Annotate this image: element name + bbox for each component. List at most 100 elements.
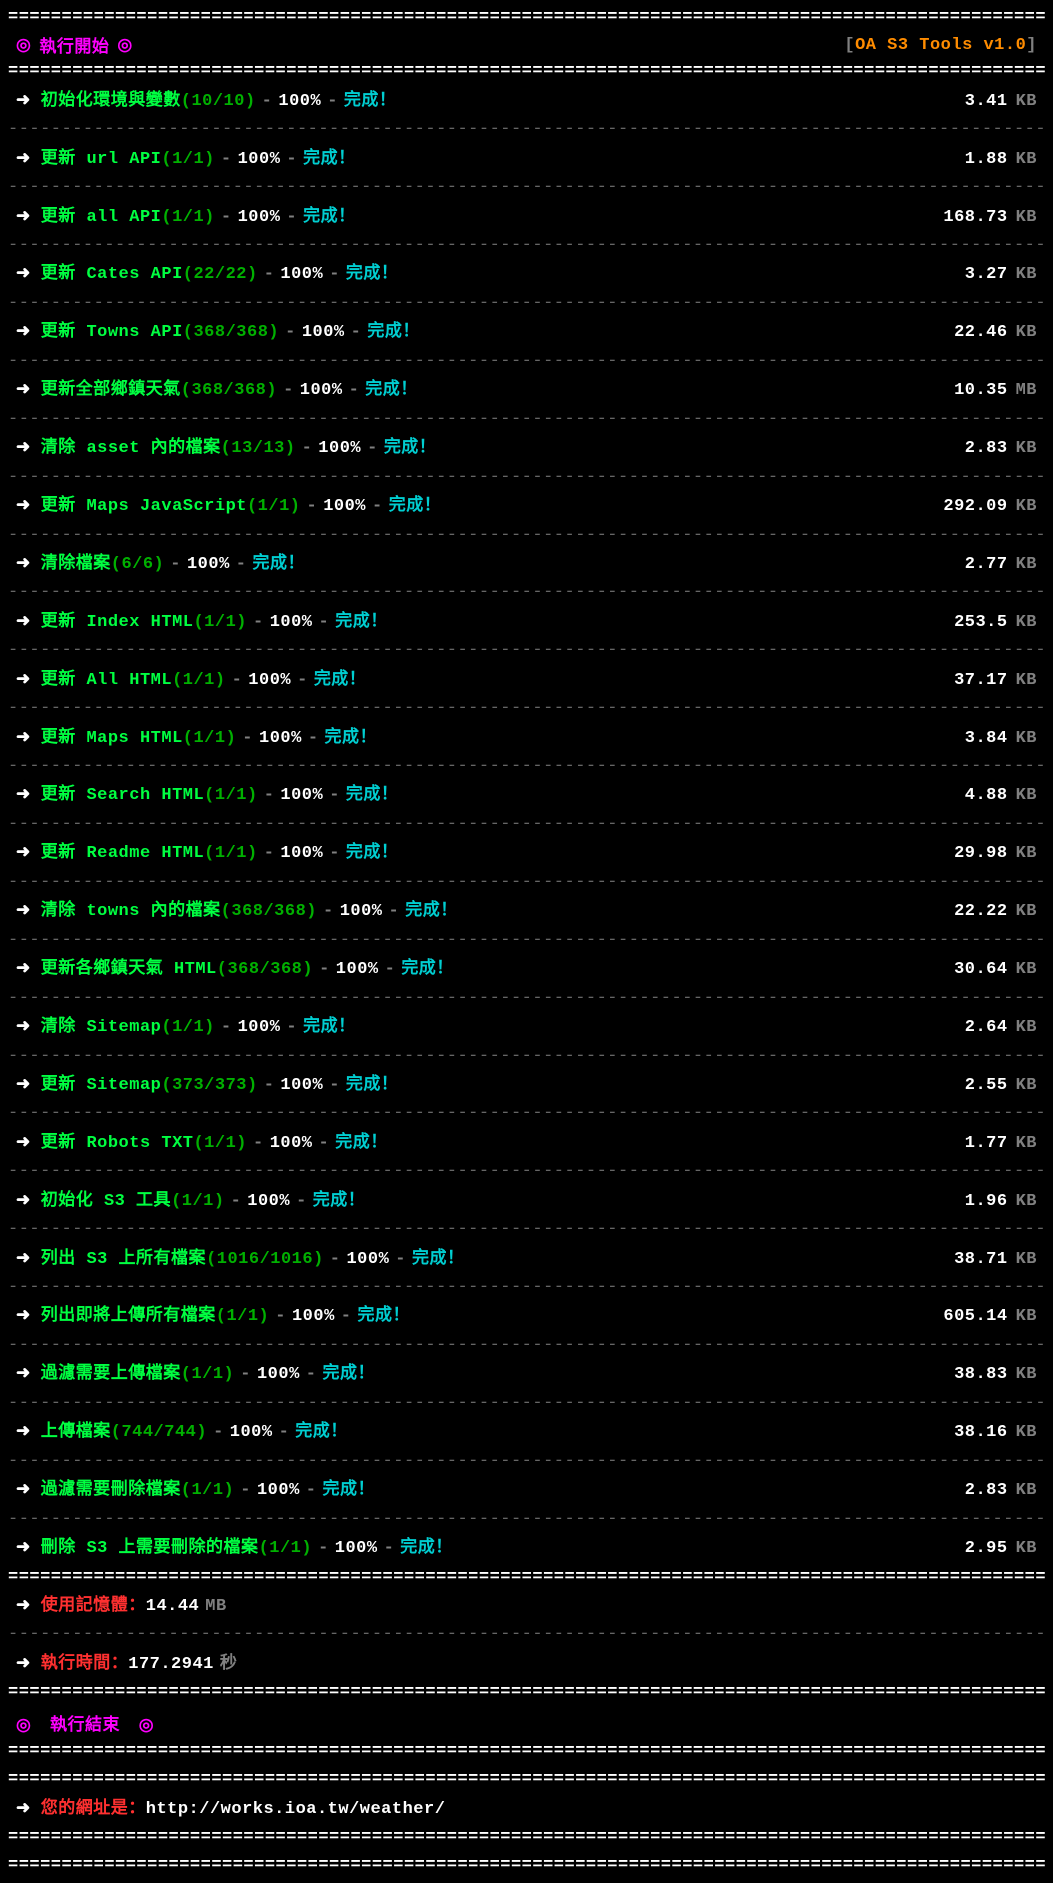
task-right: 29.98KB — [954, 841, 1037, 867]
separator-thin: ----------------------------------------… — [8, 468, 1045, 488]
separator-dash: - — [306, 1478, 317, 1504]
separator-thin: ----------------------------------------… — [8, 989, 1045, 1009]
arrow-icon: ➜ — [16, 1131, 31, 1157]
task-count: (1/1) — [193, 610, 247, 636]
task-right: 168.73KB — [943, 205, 1037, 231]
task-status: 完成！ — [346, 841, 399, 867]
separator-dash: - — [319, 957, 330, 983]
task-row: ➜列出即將上傳所有檔案(1/1) - 100% - 完成！605.14KB — [8, 1298, 1045, 1336]
task-size-unit: KB — [1016, 1015, 1037, 1041]
separator-dash: - — [329, 783, 340, 809]
task-row: ➜更新 all API(1/1) - 100% - 完成！168.73KB — [8, 199, 1045, 237]
task-right: 3.41KB — [965, 89, 1037, 115]
separator-dash: - — [264, 783, 275, 809]
separator-dash: - — [395, 1247, 406, 1273]
task-count: (1/1) — [161, 147, 215, 173]
task-right: 38.16KB — [954, 1420, 1037, 1446]
task-percent: 100% — [302, 320, 345, 346]
bullet-icon: ◎ — [16, 1717, 31, 1736]
task-size: 1.77 — [965, 1131, 1008, 1157]
task-left: ➜刪除 S3 上需要刪除的檔案(1/1) - 100% - 完成！ — [16, 1536, 453, 1562]
task-count: (10/10) — [181, 89, 256, 115]
task-right: 1.77KB — [965, 1131, 1037, 1157]
separator-thin: ----------------------------------------… — [8, 1278, 1045, 1298]
separator-dash: - — [330, 1247, 341, 1273]
task-percent: 100% — [280, 783, 323, 809]
task-percent: 100% — [230, 1420, 273, 1446]
task-percent: 100% — [340, 899, 383, 925]
task-row: ➜更新各鄉鎮天氣 HTML(368/368) - 100% - 完成！30.64… — [8, 951, 1045, 989]
separator-thin: ----------------------------------------… — [8, 641, 1045, 661]
task-name: 更新全部鄉鎮天氣 — [41, 378, 181, 404]
arrow-icon: ➜ — [16, 841, 31, 867]
arrow-icon: ➜ — [16, 726, 31, 752]
task-row: ➜初始化環境與變數(10/10) - 100% - 完成！3.41KB — [8, 83, 1045, 121]
arrow-icon: ➜ — [16, 1015, 31, 1041]
task-right: 2.95 KB — [965, 1536, 1037, 1562]
separator-thick: ========================================… — [8, 1856, 1045, 1876]
header-row: ◎ 執行開始 ◎ [OA S3 Tools v1.0] — [8, 28, 1045, 62]
task-left: ➜更新 Robots TXT(1/1) - 100% - 完成！ — [16, 1131, 388, 1157]
task-size-unit: KB — [1016, 610, 1037, 636]
task-size-unit: KB — [1016, 957, 1037, 983]
separator-dash: - — [302, 436, 313, 462]
task-right: 2.55KB — [965, 1073, 1037, 1099]
terminal-output: ========================================… — [8, 8, 1045, 1877]
task-count: (13/13) — [221, 436, 296, 462]
task-name: 過濾需要上傳檔案 — [41, 1362, 181, 1388]
separator-dash: - — [319, 610, 330, 636]
task-right: 30.64KB — [954, 957, 1037, 983]
task-percent: 100% — [257, 1362, 300, 1388]
task-status: 完成！ — [400, 1536, 453, 1562]
memory-value: 14.44 — [146, 1594, 200, 1620]
task-name: 過濾需要刪除檔案 — [41, 1478, 181, 1504]
task-status: 完成！ — [303, 147, 356, 173]
separator-thin: ----------------------------------------… — [8, 1162, 1045, 1182]
task-name: 更新 Robots TXT — [41, 1131, 194, 1157]
task-size: 605.14 — [943, 1304, 1007, 1330]
task-name: 清除檔案 — [41, 552, 111, 578]
task-left: ➜更新 Sitemap(373/373) - 100% - 完成！ — [16, 1073, 398, 1099]
task-count: (1016/1016) — [206, 1247, 324, 1273]
task-status: 完成！ — [346, 262, 399, 288]
separator-dash: - — [236, 552, 247, 578]
task-size: 2.95 — [965, 1536, 1008, 1562]
task-left: ➜更新 Maps HTML(1/1) - 100% - 完成！ — [16, 726, 377, 752]
url-row: ➜ 您的網址是： http://works.ioa.tw/weather/ — [8, 1791, 1045, 1829]
task-name: 清除 towns 內的檔案 — [41, 899, 221, 925]
separator-dash: - — [170, 552, 181, 578]
task-row: ➜列出 S3 上所有檔案(1016/1016) - 100% - 完成！38.7… — [8, 1241, 1045, 1279]
task-size: 4.88 — [965, 783, 1008, 809]
separator-thin: ----------------------------------------… — [8, 1394, 1045, 1414]
task-name: 更新 All HTML — [41, 668, 172, 694]
time-label: 執行時間： — [41, 1652, 129, 1678]
separator-thick: ========================================… — [8, 1568, 1045, 1588]
task-status: 完成！ — [344, 89, 397, 115]
task-left: ➜更新 Readme HTML(1/1) - 100% - 完成！ — [16, 841, 398, 867]
task-count: (22/22) — [183, 262, 258, 288]
task-name: 更新各鄉鎮天氣 HTML — [41, 957, 217, 983]
separator-dash: - — [389, 899, 400, 925]
arrow-icon: ➜ — [16, 1362, 31, 1388]
separator-thin: ----------------------------------------… — [8, 873, 1045, 893]
task-row: ➜更新 Cates API(22/22) - 100% - 完成！3.27KB — [8, 256, 1045, 294]
task-row: ➜更新 Towns API(368/368) - 100% - 完成！22.46… — [8, 314, 1045, 352]
separator-thin: ----------------------------------------… — [8, 815, 1045, 835]
task-percent: 100% — [270, 610, 313, 636]
title-start: ◎ 執行開始 ◎ — [16, 32, 133, 58]
task-percent: 100% — [248, 668, 291, 694]
task-row: ➜更新 Maps JavaScript(1/1) - 100% - 完成！292… — [8, 488, 1045, 526]
task-row: ➜更新 url API(1/1) - 100% - 完成！1.88KB — [8, 141, 1045, 179]
task-left: ➜更新全部鄉鎮天氣(368/368) - 100% - 完成！ — [16, 378, 418, 404]
task-percent: 100% — [187, 552, 230, 578]
task-name: 刪除 S3 上需要刪除的檔案 — [41, 1536, 259, 1562]
separator-thick: ========================================… — [8, 1742, 1045, 1762]
task-row: ➜更新 Search HTML(1/1) - 100% - 完成！4.88KB — [8, 777, 1045, 815]
task-left: ➜更新 Index HTML(1/1) - 100% - 完成！ — [16, 610, 388, 636]
task-count: (1/1) — [259, 1536, 313, 1562]
time-value: 177.2941 — [128, 1652, 214, 1678]
separator-dash: - — [221, 147, 232, 173]
task-size-unit: KB — [1016, 1536, 1037, 1562]
task-status: 完成！ — [365, 378, 418, 404]
separator-thin: ----------------------------------------… — [8, 120, 1045, 140]
